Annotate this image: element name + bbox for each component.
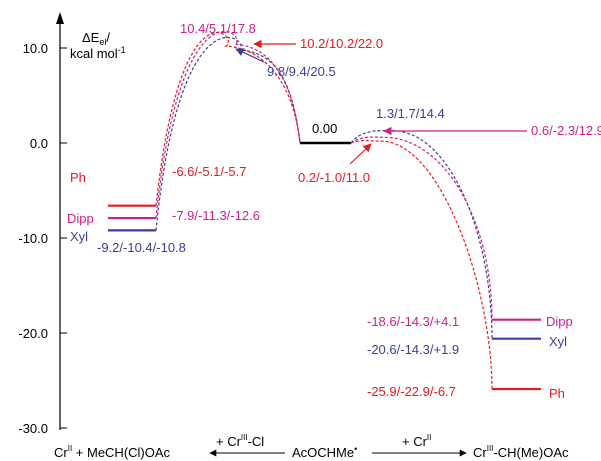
- connector-ph-left: [155, 31, 301, 206]
- connector-ph-right: [350, 139, 493, 390]
- connector-dipp-right: [350, 136, 493, 320]
- y-tick-label: 10.0: [23, 41, 48, 56]
- label-ts1-xyl: 9.8/9.4/20.5: [267, 64, 336, 79]
- label-ts2-ph: 0.2/-1.0/11.0: [298, 170, 370, 185]
- y-axis-arrowhead: [56, 12, 64, 24]
- bottom-center-species: AcOCHMe•: [292, 444, 357, 460]
- y-axis-label: ΔEel/: [82, 30, 110, 47]
- series-name-right-dipp: Dipp: [546, 314, 573, 329]
- y-tick-label: 0.0: [30, 136, 48, 151]
- series-name-left-ph: Ph: [70, 170, 86, 185]
- y-ticks: 10.0 0.0 -10.0 -20.0 -30.0: [18, 41, 67, 436]
- label-right-xyl: -20.6/-14.3/+1.9: [367, 342, 459, 357]
- connector-xyl-right: [350, 129, 493, 339]
- y-axis-unit-superscript: -1: [118, 45, 126, 55]
- y-tick-label: -20.0: [18, 326, 48, 341]
- label-right-ph: -25.9/-22.9/-6.7: [367, 384, 456, 399]
- bottom-left-arrow-label: + CrIII-Cl: [216, 433, 264, 449]
- series-name-left-xyl: Xyl: [70, 229, 88, 244]
- label-ts1-ph: 10.2/10.2/22.0: [300, 36, 383, 51]
- y-axis-label-subscript: el: [99, 37, 106, 47]
- label-right-dipp: -18.6/-14.3/+4.1: [367, 314, 459, 329]
- arrow-ts2-ph: [349, 143, 372, 165]
- label-ts2-dipp: 0.6/-2.3/12.9: [531, 123, 601, 138]
- y-tick-label: -10.0: [18, 231, 48, 246]
- bottom-left-species: CrII + MeCH(Cl)OAc: [54, 444, 171, 460]
- series-name-right-ph: Ph: [549, 386, 565, 401]
- label-left-ph: -6.6/-5.1/-5.7: [172, 164, 246, 179]
- y-tick-label: -30.0: [18, 421, 48, 436]
- label-left-xyl: -9.2/-10.4/-10.8: [97, 240, 186, 255]
- label-ts2-xyl: 1.3/1.7/14.4: [376, 106, 445, 121]
- bottom-right-arrow-label: + CrII: [402, 433, 431, 449]
- series-name-right-xyl: Xyl: [549, 334, 567, 349]
- arrow-ts1-xyl: [235, 48, 265, 63]
- bottom-right-species: CrIII-CH(Me)OAc: [473, 444, 569, 460]
- center-level-label: 0.00: [312, 121, 337, 136]
- label-ts1-dipp: 10.4/5.1/17.8: [180, 21, 256, 36]
- connector-dipp-left: [155, 30, 301, 219]
- series-name-left-dipp: Dipp: [67, 211, 94, 226]
- y-axis-unit: kcal mol-1: [70, 45, 126, 61]
- label-left-dipp: -7.9/-11.3/-12.6: [172, 208, 260, 223]
- chart-marks: Ph Ph -6.6/-5.1/-5.7 -25.9/-22.9/-6.7 10.2/1…: [67, 21, 601, 401]
